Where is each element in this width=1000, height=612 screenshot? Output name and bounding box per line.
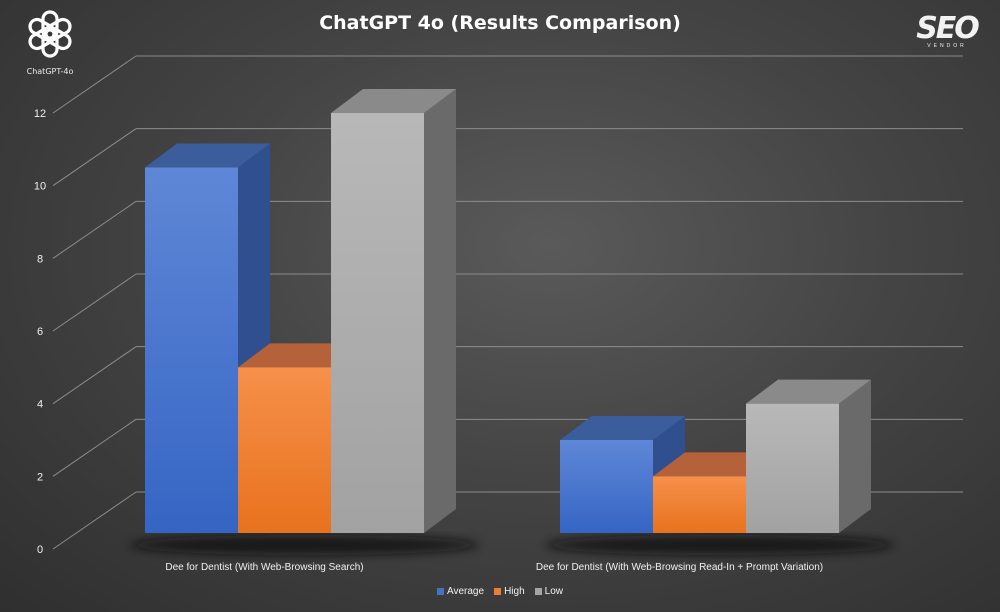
brand-main: SEO — [916, 11, 980, 46]
legend: Average High Low — [0, 586, 1000, 597]
legend-label: Low — [544, 586, 563, 597]
brand-sub: VENDOR — [927, 43, 967, 49]
openai-knot-icon — [28, 10, 72, 58]
legend-swatch — [436, 588, 444, 595]
chart-title: ChatGPT 4o (Results Comparison) — [319, 12, 681, 34]
legend-swatch — [534, 588, 542, 595]
gridline-diagonal — [52, 491, 137, 550]
legend-item: High — [494, 586, 525, 597]
bar-high — [238, 367, 331, 533]
x-axis-labels: Dee for Dentist (With Web-Browsing Searc… — [165, 562, 823, 573]
y-tick-label: 2 — [37, 471, 43, 483]
y-tick-label: 10 — [34, 181, 46, 193]
bars — [130, 89, 894, 555]
gridline-diagonal — [52, 346, 137, 405]
bar-top — [145, 143, 270, 168]
legend-item: Average — [436, 586, 485, 597]
gridline-diagonal — [52, 200, 137, 259]
gridline-diagonal — [52, 418, 137, 477]
bar-shadow — [545, 535, 894, 555]
bar-side — [839, 379, 871, 533]
legend-swatch — [494, 588, 502, 595]
bar-top — [746, 379, 871, 404]
legend-item: Low — [534, 586, 563, 597]
bar-low — [331, 113, 424, 533]
gridline-diagonal — [52, 128, 137, 187]
bar-side — [424, 89, 456, 533]
gridline-diagonal — [52, 273, 137, 332]
y-tick-label: 0 — [37, 544, 43, 556]
x-category-label: Dee for Dentist (With Web-Browsing Read-… — [536, 562, 823, 573]
bar-high — [653, 476, 746, 533]
y-axis-ticks: 0 2 4 6 8 10 12 — [34, 108, 46, 556]
y-tick-label: 6 — [37, 326, 43, 338]
bar-average — [145, 167, 238, 533]
bar-top — [331, 89, 456, 113]
y-tick-label: 12 — [34, 108, 46, 120]
gridline-diagonal — [52, 55, 137, 114]
logo-caption: ChatGPT-4o — [26, 67, 74, 76]
bar-low — [746, 403, 839, 533]
y-tick-label: 8 — [37, 253, 43, 265]
seo-vendor-logo: SEO VENDOR — [916, 11, 980, 50]
legend-label: Average — [446, 586, 485, 597]
chatgpt-logo: ChatGPT-4o — [18, 8, 82, 76]
legend-label: High — [504, 586, 525, 597]
bar-shadow — [130, 535, 479, 555]
x-category-label: Dee for Dentist (With Web-Browsing Searc… — [165, 562, 363, 573]
bar-average — [560, 440, 653, 533]
y-tick-label: 4 — [37, 399, 43, 411]
bar-top — [560, 416, 685, 440]
